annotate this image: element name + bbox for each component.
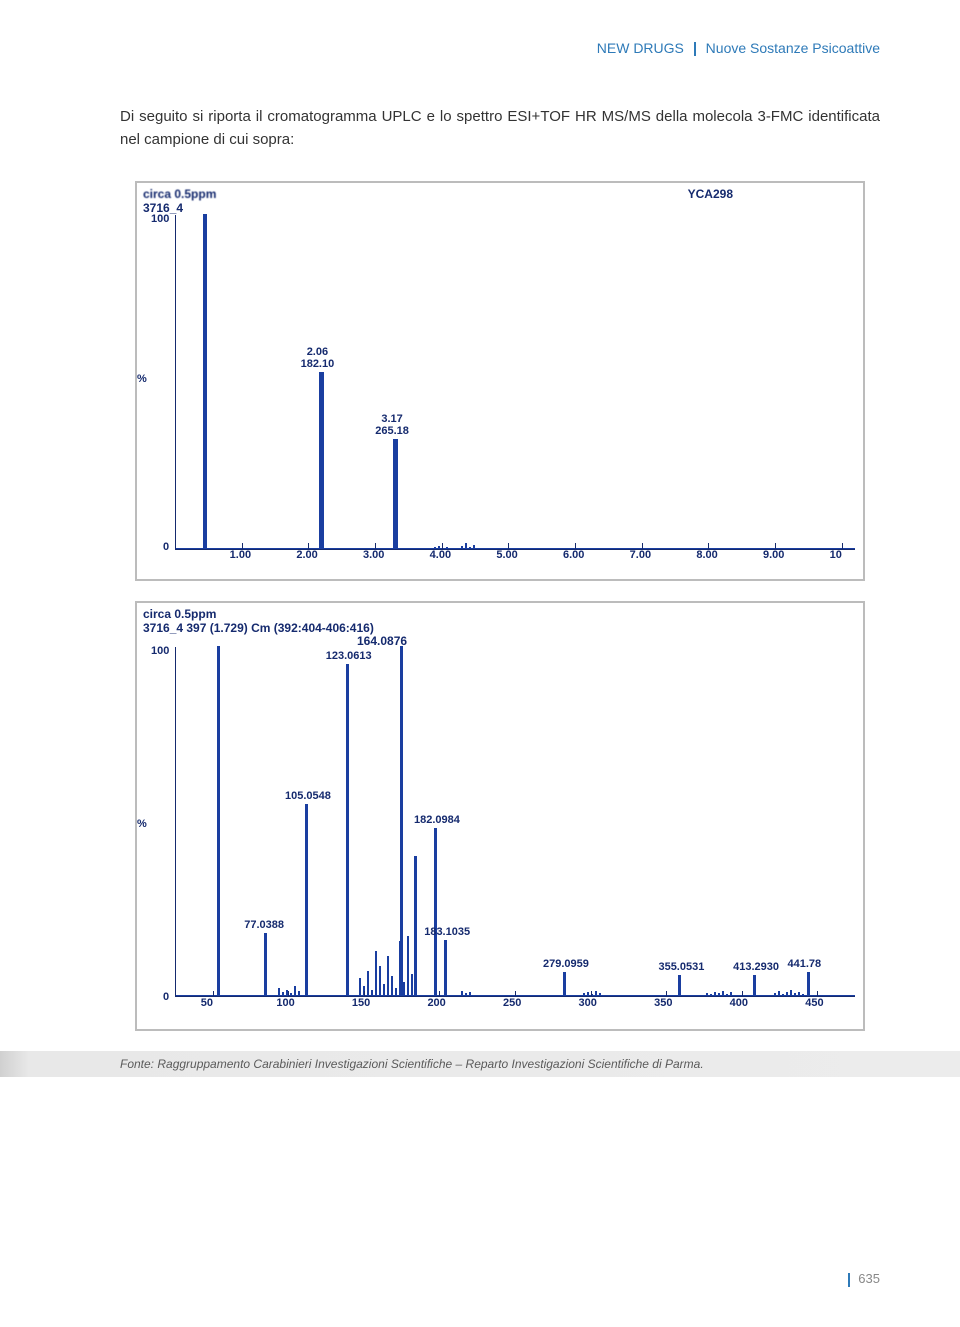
spectrum-peak [264,933,267,996]
x-tick-label: 400 [730,997,748,1009]
figure-caption: Fonte: Raggruppamento Carabinieri Invest… [0,1051,960,1077]
chromatogram-peak [203,214,207,549]
spectrum-peak [346,664,349,997]
x-tick-label: 150 [352,997,370,1009]
chart1-plot: 2.06182.10 3.17265.18 [175,215,855,550]
page-number: 635 [848,1271,880,1287]
peak-label: 355.0531 [658,961,704,973]
x-tick-label: 3.00 [363,549,384,561]
spectrum-peak [305,804,308,997]
chart2-y100: 100 [151,645,169,657]
spectrum-peak [563,972,566,997]
chromatogram-chart: circa 0.5ppm 3716_4 YCA298 100 % 0 2.061… [135,181,865,581]
chart1-xaxis: 1.00 2.00 3.00 4.00 5.00 6.00 7.00 8.00 9.00 10 [175,547,855,561]
peak-label: 123.0613 [326,650,372,662]
header-right: Nuove Sostanze Psicoattive [706,40,880,56]
x-tick-label: 2.00 [296,549,317,561]
x-tick-label: 300 [579,997,597,1009]
chart1-ypct: % [137,373,147,385]
peak-label: 105.0548 [285,790,331,802]
chromatogram-peak [319,372,324,550]
x-tick-label: 4.00 [430,549,451,561]
chart1-y0: 0 [163,541,169,553]
peak-label: 77.0388 [244,919,284,931]
peak-label: 3.17265.18 [375,413,409,437]
spectrum-peak [678,975,681,996]
chart2-xaxis: 50 100 150 200 250 300 350 400 450 [175,995,855,1009]
spectrum-peak [217,646,220,996]
spectrum-peak [807,972,810,997]
header-left: NEW DRUGS [597,40,684,56]
page-number-value: 635 [858,1271,880,1286]
peak-label: 183.1035 [424,926,470,938]
chart1-y100: 100 [151,213,169,225]
peak-label: 413.2930 [733,961,779,973]
x-tick-label: 100 [276,997,294,1009]
x-tick-label: 5.00 [496,549,517,561]
spectrum-peak [434,828,437,996]
peak-label: 279.0959 [543,958,589,970]
chart1-title-right: YCA298 [688,187,733,201]
x-tick-label: 6.00 [563,549,584,561]
mass-spectrum-chart: circa 0.5ppm 3716_4 397 (1.729) Cm (392:… [135,601,865,1031]
x-tick-label: 200 [427,997,445,1009]
chart1-title-left: circa 0.5ppm [143,187,216,201]
intro-paragraph: Di seguito si riporta il cromatogramma U… [120,106,880,151]
x-tick-label: 7.00 [630,549,651,561]
chromatogram-peak [393,439,398,550]
chart2-y0: 0 [163,991,169,1003]
spectrum-peak [753,975,756,996]
spectrum-peak [444,940,447,996]
x-tick-label: 50 [201,997,213,1009]
x-tick-label: 10 [830,549,842,561]
peak-label: 182.0984 [414,814,460,826]
peak-label: 441.78 [787,958,821,970]
chart2-ypct: % [137,818,147,830]
x-tick-label: 450 [805,997,823,1009]
chart2-title2: 3716_4 397 (1.729) Cm (392:404-406:416) [143,621,374,635]
x-tick-label: 1.00 [230,549,251,561]
x-tick-label: 250 [503,997,521,1009]
header-divider [694,42,696,56]
chart2-plot: 77.0388 105.0548 123.0613 182.0984 183.1035 2… [175,647,855,997]
page-number-bar [848,1273,850,1287]
peak-label: 2.06182.10 [301,346,335,370]
x-tick-label: 350 [654,997,672,1009]
page-header: NEW DRUGS Nuove Sostanze Psicoattive [120,40,880,56]
x-tick-label: 8.00 [696,549,717,561]
noise [359,936,417,996]
x-tick-label: 9.00 [763,549,784,561]
chart2-title1: circa 0.5ppm [143,607,216,621]
